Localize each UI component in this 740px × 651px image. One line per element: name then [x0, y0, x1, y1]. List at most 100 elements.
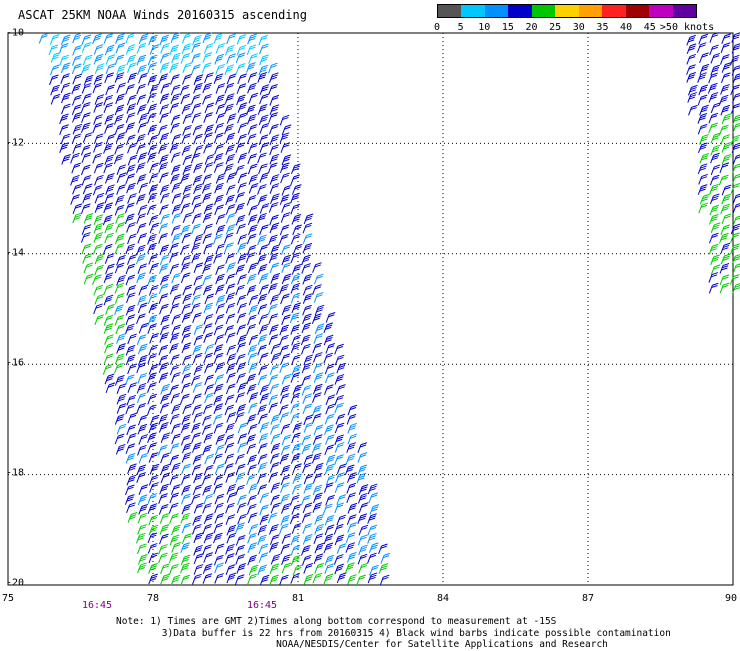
wind-barb [303, 265, 311, 269]
wind-barb [247, 438, 255, 442]
wind-barb [213, 476, 218, 486]
wind-barb [722, 284, 729, 288]
wind-barb [349, 427, 356, 431]
wind-barb [107, 222, 115, 226]
wind-barb [261, 34, 268, 38]
wind-barb [141, 343, 148, 347]
wind-barb [181, 375, 186, 384]
wind-barb [95, 218, 102, 222]
wind-barb [248, 185, 253, 194]
wind-barb [336, 456, 343, 460]
wind-barb [138, 85, 146, 89]
wind-barb [326, 542, 334, 546]
wind-barb [688, 47, 695, 51]
wind-barb [195, 202, 202, 206]
wind-barb [137, 258, 144, 262]
wind-barb [73, 152, 80, 156]
wind-barb [250, 354, 257, 358]
wind-barb [732, 57, 739, 61]
wind-barb [325, 575, 333, 579]
wind-barb [226, 199, 234, 203]
wind-barb [150, 192, 158, 196]
wind-barb [162, 386, 170, 390]
wind-barb [184, 35, 191, 38]
wind-barb [259, 144, 264, 153]
wind-barb [240, 124, 247, 128]
wind-barb [293, 434, 300, 438]
wind-barb [247, 165, 252, 175]
wind-barb [160, 225, 168, 229]
wind-barb [128, 32, 135, 36]
wind-barb [137, 375, 142, 384]
wind-barb [228, 346, 236, 350]
wind-barb [734, 43, 740, 46]
wind-barb [713, 104, 720, 108]
wind-barb [239, 342, 247, 346]
wind-barb [218, 314, 225, 317]
wind-barb [171, 178, 179, 182]
wind-barb [252, 183, 259, 186]
legend-label: >50 knots [659, 22, 715, 33]
wind-barb [161, 414, 169, 418]
wind-barb [249, 62, 256, 66]
wind-barb [161, 73, 169, 77]
wind-barb [224, 85, 229, 94]
wind-barb [147, 64, 152, 73]
wind-barb [249, 46, 256, 50]
wind-barb [260, 564, 267, 568]
wind-barb [162, 256, 169, 260]
wind-barb [224, 406, 229, 416]
wind-barb [338, 413, 346, 417]
wind-barb [151, 552, 159, 556]
wind-barb [195, 369, 202, 373]
wind-barb [83, 264, 88, 274]
wind-barb [282, 362, 289, 366]
wind-barb [284, 185, 292, 188]
wind-barb [173, 283, 180, 287]
wind-barb [92, 124, 97, 134]
wind-barb [214, 495, 219, 505]
wind-barb [96, 135, 103, 139]
wind-barb [162, 154, 169, 158]
wind-barb [206, 316, 213, 320]
wind-barb [272, 136, 279, 140]
wind-barb [117, 282, 125, 286]
wind-barb [733, 258, 740, 262]
wind-barb [95, 234, 103, 238]
wind-barb [227, 228, 234, 232]
wind-barb [161, 334, 169, 338]
wind-barb [127, 204, 134, 208]
wind-barb [217, 422, 224, 426]
wind-barb [257, 346, 262, 356]
wind-barb [183, 487, 191, 490]
wind-barb [229, 383, 236, 387]
wind-barb [271, 178, 278, 182]
wind-barb [162, 524, 170, 528]
wind-barb [75, 123, 83, 127]
wind-barb [150, 62, 157, 66]
legend-label: 5 [457, 22, 464, 33]
wind-barb [139, 94, 147, 98]
wind-barb [318, 304, 325, 308]
wind-barb [73, 37, 81, 41]
wind-barb [283, 467, 290, 471]
wind-barb [217, 493, 225, 497]
wind-barb [732, 139, 739, 143]
wind-barb [196, 82, 203, 86]
wind-barb [97, 253, 105, 257]
wind-barb [249, 546, 256, 550]
wind-barb [128, 46, 135, 50]
wind-barb [141, 325, 148, 328]
wind-barb [702, 134, 709, 138]
wind-barb [162, 404, 169, 408]
wind-barb [162, 244, 170, 248]
wind-barb [195, 164, 203, 168]
wind-barb [129, 465, 136, 469]
wind-barb [248, 95, 253, 104]
wind-barb [194, 374, 201, 378]
wind-barb [92, 246, 97, 255]
wind-barb [128, 374, 135, 378]
wind-barb [127, 187, 135, 191]
wind-barb [339, 384, 346, 388]
wind-barb [722, 124, 729, 128]
